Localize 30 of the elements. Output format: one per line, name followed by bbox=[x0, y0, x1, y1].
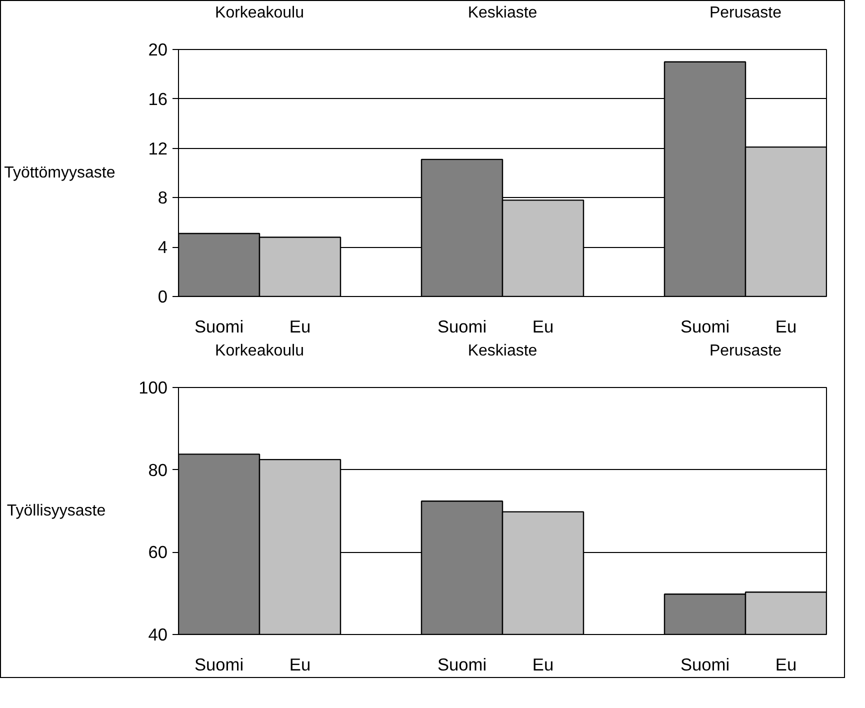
text: Keskiaste bbox=[468, 4, 538, 22]
x-tick-label: Suomi bbox=[680, 316, 730, 336]
text: Keskiaste bbox=[468, 342, 538, 360]
text: Perusaste bbox=[709, 342, 782, 360]
x-tick-label: Eu bbox=[289, 654, 311, 674]
text: Korkeakoulu bbox=[215, 342, 304, 360]
y-tick-label: 40 bbox=[148, 624, 168, 644]
x-tick-label: Eu bbox=[775, 654, 797, 674]
y-tick-label: 4 bbox=[158, 237, 168, 258]
y-tick-label: 100 bbox=[138, 378, 168, 398]
x-tick-label: Eu bbox=[532, 654, 554, 674]
x-tick-label: Eu bbox=[289, 316, 311, 336]
x-tick-label: Eu bbox=[775, 316, 797, 336]
y-tick-label: 60 bbox=[148, 542, 168, 562]
text: Korkeakoulu bbox=[215, 4, 304, 22]
y-axis-title: Työllisyysaste bbox=[6, 502, 106, 520]
x-tick-label: Suomi bbox=[437, 654, 487, 674]
y-axis-title: Työttömyysaste bbox=[4, 164, 116, 182]
y-tick-label: 80 bbox=[148, 460, 168, 480]
text: Perusaste bbox=[709, 4, 782, 22]
y-tick-label: 16 bbox=[148, 88, 168, 109]
y-tick-label: 0 bbox=[158, 286, 168, 306]
x-tick-label: Suomi bbox=[680, 654, 730, 674]
x-tick-label: Suomi bbox=[194, 654, 244, 674]
x-tick-label: Suomi bbox=[194, 316, 244, 336]
x-tick-label: Suomi bbox=[437, 316, 487, 336]
x-tick-label: Eu bbox=[532, 316, 554, 336]
y-tick-label: 12 bbox=[148, 138, 168, 158]
y-tick-label: 20 bbox=[148, 40, 168, 60]
y-tick-label: 8 bbox=[158, 188, 168, 208]
